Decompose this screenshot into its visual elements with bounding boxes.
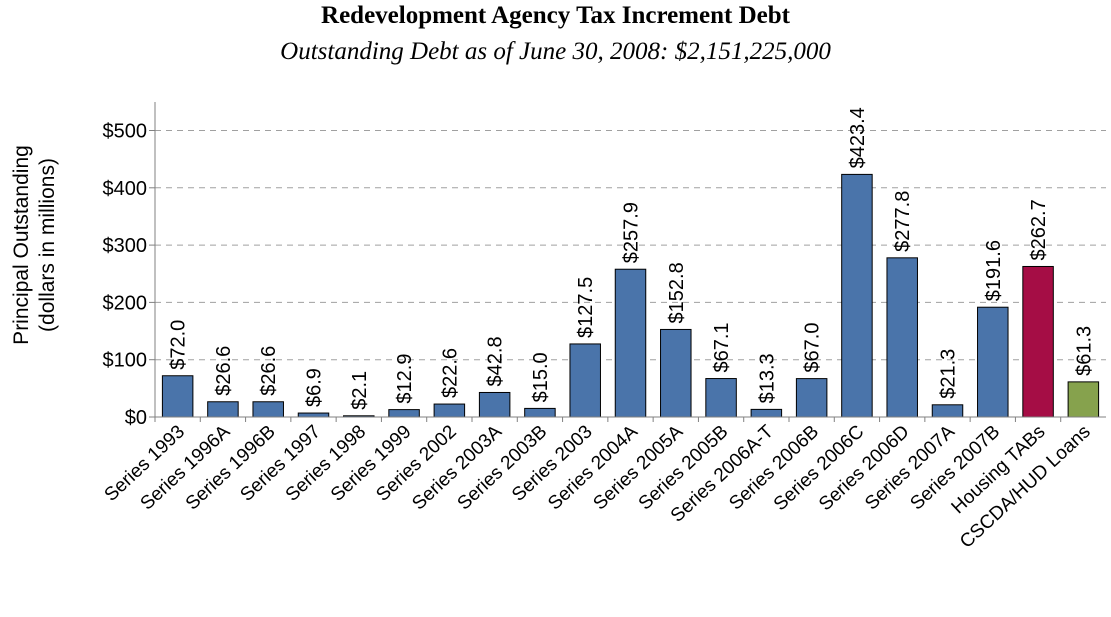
data-label: $127.5: [575, 277, 597, 338]
data-label: $12.9: [394, 354, 416, 404]
bar: [569, 343, 601, 418]
bar: [1022, 265, 1054, 418]
bar: [795, 378, 828, 418]
axes: [149, 102, 1106, 422]
data-label: $61.3: [1073, 326, 1095, 376]
y-axis-title: Principal Outstanding (dollars in millio…: [10, 145, 59, 345]
data-label: $72.0: [168, 320, 190, 370]
y-tick-label: $0: [125, 407, 147, 429]
data-label: $26.6: [258, 346, 280, 396]
y-tick-label: $100: [103, 350, 148, 372]
data-label: $67.1: [711, 322, 733, 372]
bar: [705, 378, 737, 418]
data-label: $6.9: [304, 368, 326, 407]
data-label: $21.3: [938, 349, 960, 399]
bar: [252, 401, 284, 418]
data-label: $2.1: [349, 371, 371, 410]
y-tick-label: $400: [103, 178, 148, 200]
data-label: $22.6: [439, 348, 461, 398]
y-axis-title-line1: Principal Outstanding: [10, 145, 33, 345]
data-label: $423.4: [847, 107, 869, 168]
bar: [433, 403, 466, 418]
bars: [161, 173, 1100, 418]
data-label: $26.6: [213, 346, 235, 396]
data-label: $257.9: [621, 202, 643, 263]
bar: [297, 412, 330, 418]
bar: [886, 257, 918, 418]
bar: [478, 391, 511, 418]
data-label: $67.0: [802, 323, 824, 373]
y-axis-title-line2: (dollars in millions): [36, 158, 59, 332]
chart-subtitle: Outstanding Debt as of June 30, 2008: $2…: [280, 38, 831, 65]
y-tick-label: $300: [103, 235, 148, 257]
bar: [1067, 381, 1100, 418]
data-label: $13.3: [756, 353, 778, 403]
bar: [750, 408, 783, 418]
bar: [660, 328, 692, 418]
bar: [841, 173, 873, 418]
y-tick-label: $500: [103, 121, 148, 143]
y-tick-labels: $0 $100 $200 $300 $400 $500: [103, 121, 148, 430]
bar: [614, 268, 647, 418]
bar: [524, 407, 556, 418]
bar: [161, 375, 194, 418]
data-label: $42.8: [485, 336, 507, 386]
bar: [388, 409, 420, 418]
chart-title: Redevelopment Agency Tax Increment Debt: [321, 2, 790, 29]
y-tick-label: $200: [103, 292, 148, 314]
bar: [931, 404, 964, 418]
data-label: $191.6: [983, 240, 1005, 301]
bar: [207, 401, 239, 418]
bar: [977, 306, 1009, 418]
data-label: $277.8: [892, 191, 914, 252]
data-labels: $72.0 $26.6 $26.6 $6.9 $2.1 $12.9 $22.6 $42.8 $1…: [168, 107, 1096, 410]
data-label: $152.8: [666, 262, 688, 323]
data-label: $15.0: [530, 352, 552, 402]
data-label: $262.7: [1028, 199, 1050, 260]
